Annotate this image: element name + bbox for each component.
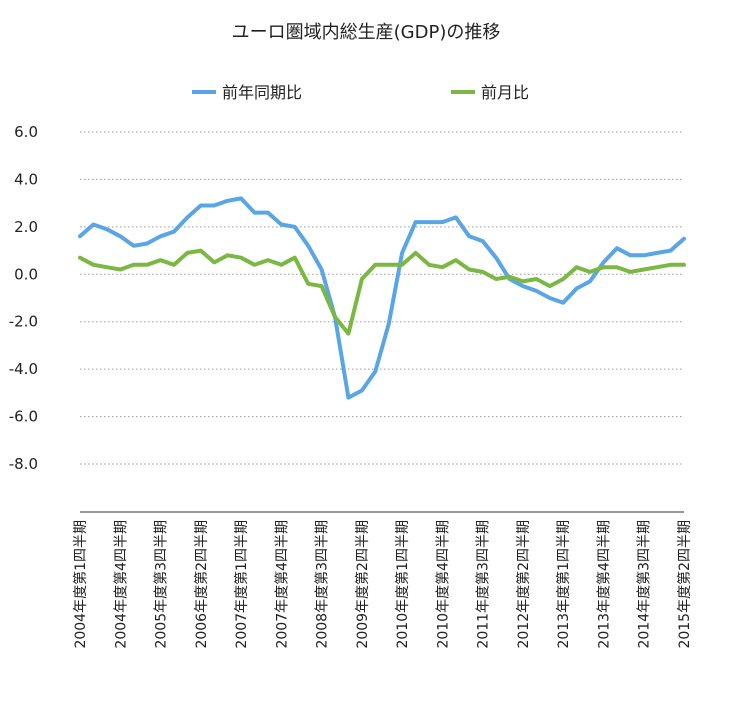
y-tick-label: -6.0 — [9, 408, 38, 426]
series-line-2 — [78, 248, 686, 336]
x-tick-label: 2006年度第2四半期 — [193, 520, 210, 649]
x-tick-label: 2011年度第3四半期 — [475, 520, 492, 649]
series-line-1 — [78, 196, 686, 400]
x-tick-label: 2004年度第4四半期 — [112, 520, 129, 649]
y-tick-label: -2.0 — [9, 313, 38, 331]
x-axis-ticks: 2004年度第1四半期 2004年度第4四半期 2005年度第3四半期 2006年度第… — [72, 520, 693, 649]
y-tick-label: 2.0 — [14, 218, 38, 236]
x-tick-label: 2005年度第3四半期 — [153, 520, 170, 649]
x-tick-label: 2008年度第3四半期 — [314, 520, 331, 649]
y-tick-label: 0.0 — [14, 265, 38, 283]
legend-label-1: 前年同期比 — [222, 83, 302, 102]
x-tick-label: 2013年度第1四半期 — [555, 520, 572, 649]
x-tick-label: 2009年度第2四半期 — [354, 520, 371, 649]
y-tick-label: 4.0 — [14, 170, 38, 188]
chart-title: ユーロ圏域内総生産(GDP)の推移 — [232, 22, 501, 43]
y-tick-label: -8.0 — [9, 455, 38, 473]
series-layer — [78, 196, 686, 400]
x-tick-label: 2010年度第4四半期 — [434, 520, 451, 649]
legend-label-2: 前月比 — [481, 83, 529, 102]
grid-layer — [80, 131, 684, 465]
x-tick-label: 2015年度第2四半期 — [676, 520, 693, 649]
y-tick-label: -4.0 — [9, 360, 38, 378]
x-tick-label: 2007年度第4四半期 — [273, 520, 290, 649]
x-tick-label: 2004年度第1四半期 — [72, 520, 89, 649]
x-tick-label: 2013年度第4四半期 — [596, 520, 613, 649]
x-tick-label: 2014年度第3四半期 — [636, 520, 653, 649]
x-tick-label: 2010年度第1四半期 — [394, 520, 411, 649]
y-tick-label: 6.0 — [14, 123, 38, 141]
legend: 前年同期比 前月比 — [192, 83, 529, 102]
x-tick-label: 2012年度第2四半期 — [515, 520, 532, 649]
y-axis-ticks: 6.0 4.0 2.0 0.0 -2.0 -4.0 -6.0 -8.0 — [9, 123, 38, 473]
x-tick-label: 2007年度第1四半期 — [233, 520, 250, 649]
